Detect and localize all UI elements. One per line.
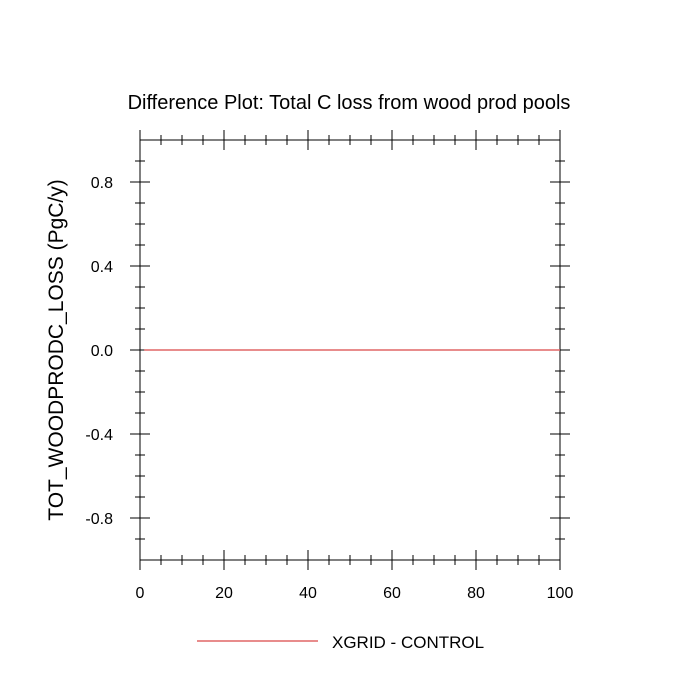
y-axis-label: TOT_WOODPRODC_LOSS (PgC/y) bbox=[45, 179, 68, 521]
x-tick-label: 80 bbox=[467, 585, 485, 602]
x-tick-label: 60 bbox=[383, 585, 401, 602]
chart-title: Difference Plot: Total C loss from wood … bbox=[128, 92, 571, 114]
axis-ticks bbox=[130, 130, 570, 570]
legend: XGRID - CONTROL bbox=[197, 633, 484, 652]
x-tick-label: 100 bbox=[547, 585, 574, 602]
x-tick-label: 40 bbox=[299, 585, 317, 602]
x-tick-label: 20 bbox=[215, 585, 233, 602]
y-tick-label: 0.4 bbox=[91, 259, 113, 276]
y-tick-label: -0.4 bbox=[85, 427, 113, 444]
y-tick-label: -0.8 bbox=[85, 511, 113, 528]
axis-tick-labels: 0 20 40 60 80 100 -0.8 -0.4 0.0 0.4 0.8 bbox=[85, 175, 573, 602]
x-tick-label: 0 bbox=[136, 585, 145, 602]
y-tick-label: 0.0 bbox=[91, 343, 113, 360]
y-tick-label: 0.8 bbox=[91, 175, 113, 192]
legend-label-xgrid-control: XGRID - CONTROL bbox=[332, 633, 484, 652]
